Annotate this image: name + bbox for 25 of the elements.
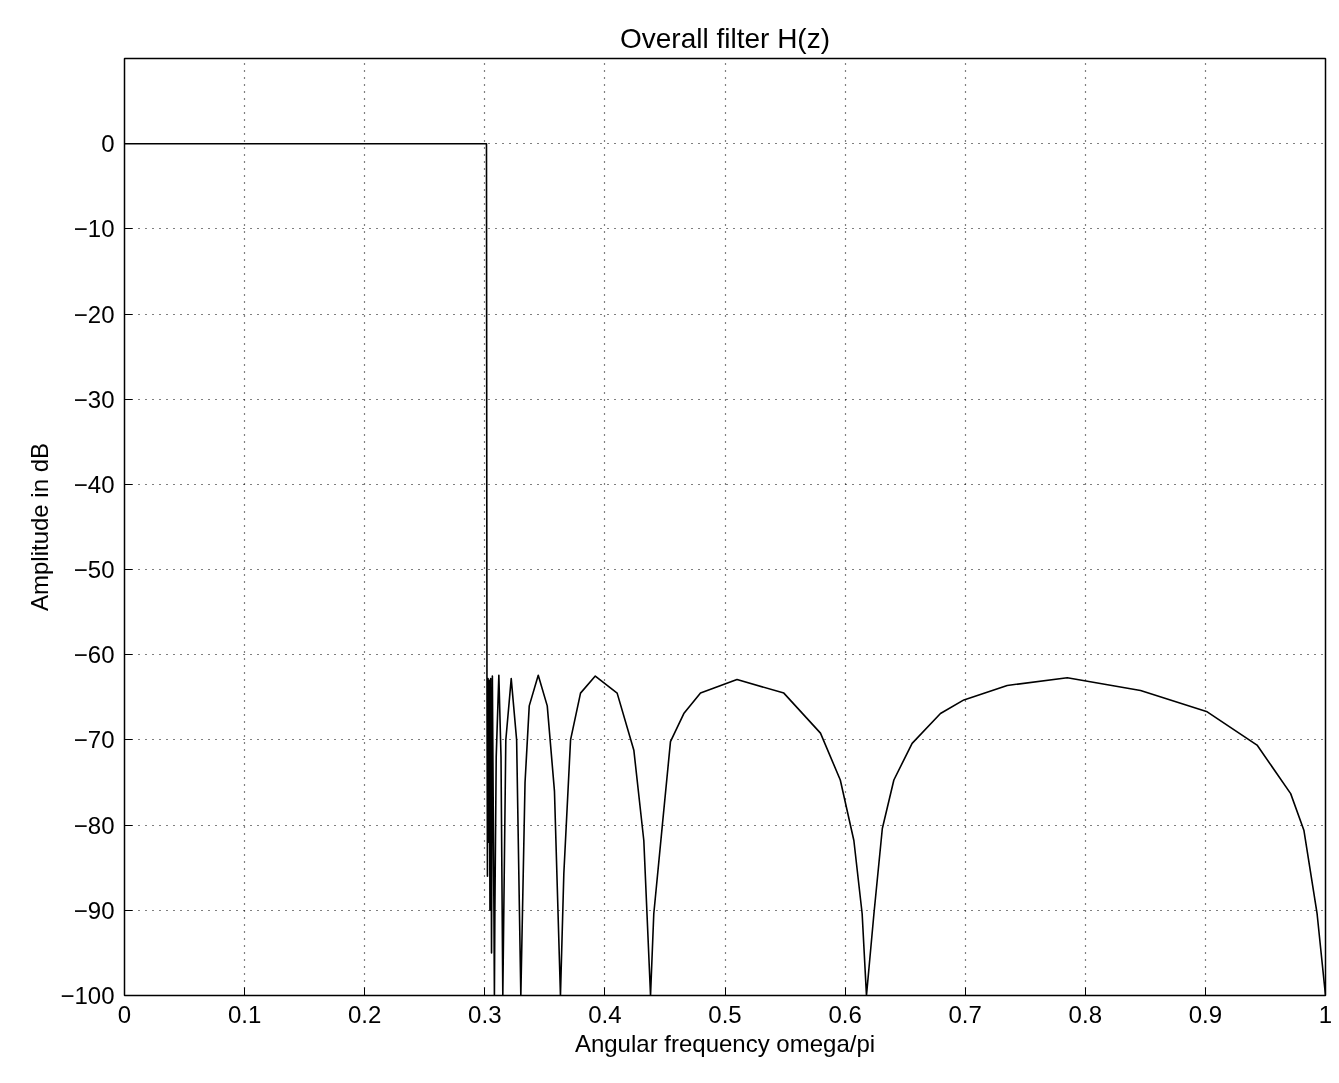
y-tick-label: −80 bbox=[73, 811, 115, 839]
chart-title: Overall filter H(z) bbox=[619, 22, 831, 54]
x-tick-label: 0.5 bbox=[708, 1000, 742, 1028]
x-tick-label: 0.3 bbox=[468, 1000, 502, 1028]
x-axis-title: Angular frequency omega/pi bbox=[574, 1029, 876, 1057]
y-tick-label: −20 bbox=[73, 300, 115, 328]
x-tick-label: 0.1 bbox=[227, 1000, 262, 1028]
y-tick-label: −50 bbox=[73, 556, 115, 584]
x-tick-label: 0.7 bbox=[948, 1000, 982, 1028]
x-tick-label: 0.8 bbox=[1068, 1000, 1102, 1028]
y-tick-label: −60 bbox=[73, 641, 115, 669]
y-tick-label: −90 bbox=[73, 896, 115, 924]
x-tick-label: 0.6 bbox=[828, 1000, 862, 1028]
x-tick-label: 1 bbox=[1318, 1000, 1333, 1028]
y-tick-label: 0 bbox=[101, 130, 115, 158]
y-tick-label: −70 bbox=[73, 726, 115, 754]
x-tick-label: 0 bbox=[117, 1000, 132, 1028]
x-tick-label: 0.9 bbox=[1188, 1000, 1223, 1028]
y-tick-label: −30 bbox=[73, 385, 115, 413]
y-tick-label: −100 bbox=[60, 982, 115, 1009]
x-tick-label: 0.2 bbox=[348, 1000, 382, 1028]
x-tick-label: 0.4 bbox=[588, 1000, 622, 1028]
y-tick-label: −40 bbox=[73, 470, 115, 498]
y-axis-title: Amplitude in dB bbox=[26, 442, 54, 612]
y-tick-label: −10 bbox=[73, 215, 115, 243]
